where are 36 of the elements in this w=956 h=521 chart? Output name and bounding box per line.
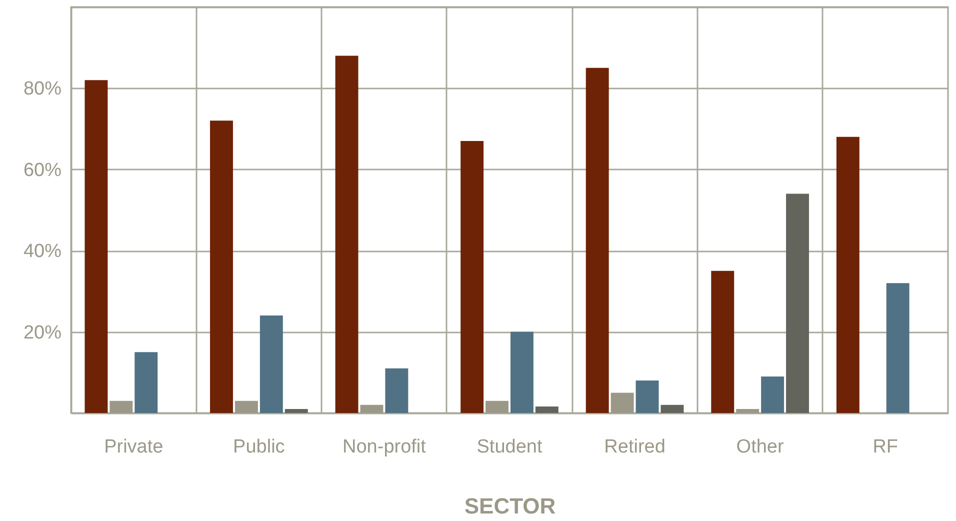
bar <box>110 400 133 413</box>
bar <box>586 68 609 413</box>
y-tick-label: 40% <box>23 241 62 262</box>
bar <box>786 194 809 413</box>
bar <box>610 392 634 413</box>
bar <box>736 408 760 413</box>
y-tick-label: 60% <box>23 160 62 181</box>
bar <box>385 368 408 413</box>
y-tick-label: 20% <box>23 322 62 344</box>
bar <box>234 400 258 413</box>
bar <box>260 316 283 413</box>
x-tick-label: Retired <box>604 436 666 458</box>
bar <box>360 404 384 413</box>
bar <box>636 380 659 413</box>
bar <box>84 80 108 413</box>
bar <box>711 270 734 413</box>
bar <box>761 376 784 413</box>
bar <box>335 56 358 413</box>
x-tick-label: RF <box>872 436 898 458</box>
x-tick-label: Other <box>736 436 784 458</box>
bar <box>886 283 910 413</box>
bar <box>460 140 484 413</box>
bar <box>660 404 684 413</box>
x-tick-label: Non-profit <box>342 436 427 458</box>
y-tick-label: 80% <box>23 78 62 100</box>
bar <box>284 408 308 413</box>
x-tick-label: Public <box>233 436 285 458</box>
bar <box>836 136 860 413</box>
x-tick-label: Private <box>104 436 164 458</box>
bar <box>510 332 534 413</box>
bar <box>486 400 508 413</box>
bar <box>134 352 158 413</box>
bar <box>535 406 558 413</box>
bar <box>210 120 233 413</box>
x-axis-title: SECTOR <box>464 494 556 518</box>
x-tick-label: Student <box>476 436 543 458</box>
